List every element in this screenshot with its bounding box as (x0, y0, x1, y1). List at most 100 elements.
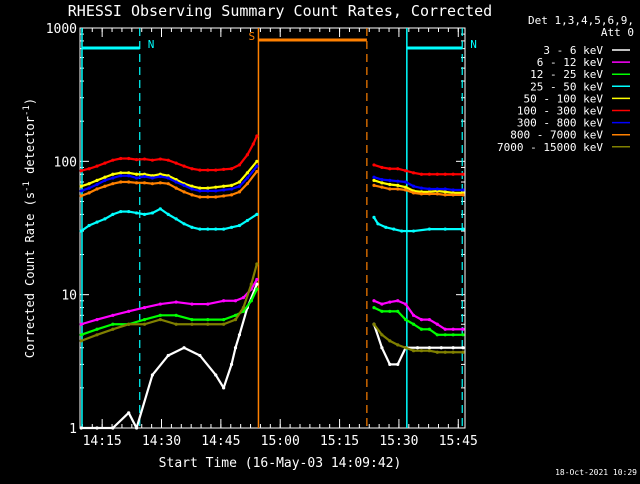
series-segment (223, 318, 236, 326)
legend-label: 100 - 300 keV (517, 105, 603, 118)
series-segment (242, 283, 253, 308)
series-segment (214, 374, 225, 389)
series-segment (396, 310, 407, 321)
series-segment (413, 228, 430, 233)
series-300-800-kev (79, 164, 465, 193)
y-tick-label: 100 (54, 155, 77, 170)
series-50-100-kev (79, 159, 465, 195)
y-axis-label-main: Corrected Count Rate (s (23, 192, 37, 358)
series-segment (199, 354, 217, 376)
data-point (255, 134, 259, 138)
series-segment (238, 154, 249, 166)
legend-label: 7000 - 15000 keV (497, 141, 603, 154)
data-point (461, 188, 465, 192)
data-point (255, 287, 259, 291)
series-segment (250, 288, 258, 302)
series-segment (112, 323, 130, 331)
series-segment (238, 177, 249, 188)
y-axis-label-exp2: -1 (22, 105, 32, 116)
interval-label: N (470, 38, 477, 51)
y-tick-label: 1 (69, 422, 77, 437)
x-tick-label: 15:15 (320, 434, 359, 449)
y-axis-label-end: ) (23, 98, 37, 105)
legend-label: 50 - 100 keV (524, 92, 604, 105)
series-segment (250, 278, 258, 290)
series-segment (112, 310, 129, 317)
legend-label: 800 - 7000 keV (510, 129, 603, 142)
legend-header: Det 1,3,4,5,6,9, (528, 14, 634, 27)
x-tick-label: 14:15 (83, 434, 122, 449)
series-segment (246, 170, 258, 185)
series-segment (127, 412, 138, 429)
series-segment (396, 347, 407, 365)
series-segment (96, 323, 114, 331)
interval-label: S (248, 30, 255, 43)
y-tick-label: 10 (61, 289, 77, 304)
series-segment (176, 300, 193, 306)
x-tick-label: 15:30 (379, 434, 418, 449)
y-axis-label-exp1: -1 (22, 181, 32, 192)
render-timestamp: 18-Oct-2021 10:29 (555, 468, 637, 477)
legend-label: 25 - 50 keV (530, 80, 603, 93)
series-segment (159, 207, 169, 216)
data-point (461, 172, 465, 176)
y-axis-label-mid: detector (23, 116, 37, 181)
legend-label: 3 - 6 keV (543, 44, 603, 57)
series-segment (128, 306, 145, 313)
series-segment (183, 346, 201, 357)
series-800-7000-kev (79, 169, 465, 199)
series-segment (373, 323, 383, 336)
data-point (461, 193, 465, 197)
series-segment (428, 328, 438, 336)
series-segment (80, 318, 98, 326)
series-12-25-kev (79, 287, 465, 337)
series-25-50-kev (79, 207, 465, 233)
legend-label: 12 - 25 keV (530, 68, 603, 81)
series-segment (175, 314, 193, 321)
legend-header: Att 0 (601, 26, 634, 39)
x-tick-label: 14:45 (201, 434, 240, 449)
series-segment (96, 328, 114, 336)
x-tick-label: 14:30 (142, 434, 181, 449)
plot-frame (79, 27, 466, 429)
series-segment (234, 334, 241, 349)
series-segment (160, 318, 177, 326)
series-segment (144, 303, 161, 309)
y-tick-label: 1000 (46, 22, 77, 37)
series-segment (246, 213, 258, 222)
data-point (255, 262, 259, 266)
series-segment (238, 172, 249, 183)
series-segment (246, 143, 255, 156)
series-segment (372, 323, 383, 349)
series-segment (250, 263, 258, 285)
series-segment (238, 307, 249, 336)
series-segment (238, 182, 249, 193)
data-point (461, 327, 465, 331)
series-segment (80, 333, 98, 342)
series-segment (112, 412, 130, 429)
series-segment (242, 300, 253, 312)
series-segment (381, 333, 391, 342)
chart-title: RHESSI Observing Summary Count Rates, Co… (68, 2, 492, 20)
data-point (255, 212, 259, 216)
legend-label: 300 - 800 keV (517, 117, 603, 130)
x-axis-label: Start Time (16-May-03 14:09:42) (159, 456, 402, 471)
plot-layer: 1 10 100 1000 14:15 14:30 14:45 15:00 15:15 15:30… (46, 22, 478, 449)
x-tick-label: 15:45 (439, 434, 478, 449)
series-7000-15000-kev (79, 262, 465, 354)
series-segment (144, 314, 161, 321)
series-segment (96, 314, 114, 321)
data-point (255, 159, 259, 163)
series-segment (151, 354, 170, 376)
legend-label: 6 - 12 keV (537, 56, 604, 69)
series-segment (234, 306, 245, 321)
series-segment (135, 374, 154, 429)
series-segment (80, 224, 90, 232)
series-segment (222, 364, 233, 389)
series-segment (207, 299, 224, 306)
series-segment (230, 347, 237, 365)
series-segment (167, 346, 185, 357)
